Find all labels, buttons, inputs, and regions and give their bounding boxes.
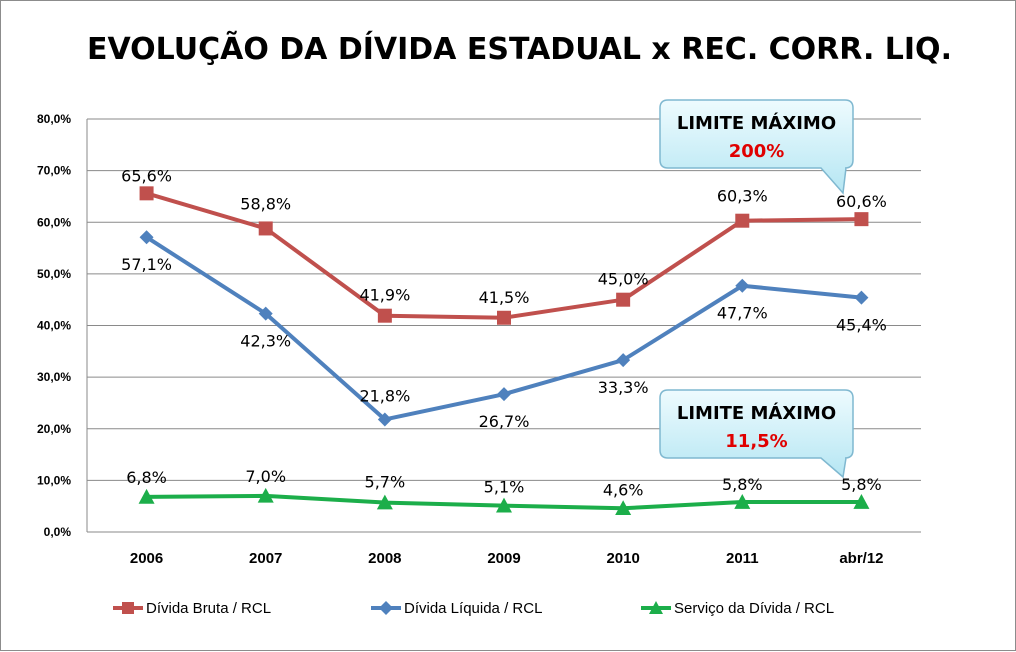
data-label: 65,6% bbox=[121, 166, 172, 185]
y-tick-label: 50,0% bbox=[37, 267, 71, 281]
data-label: 41,9% bbox=[359, 286, 410, 305]
data-point-marker bbox=[854, 290, 869, 305]
callouts: LIMITE MÁXIMO 200% LIMITE MÁXIMO 11,5% bbox=[659, 99, 854, 479]
data-point-marker bbox=[853, 494, 870, 509]
x-axis-ticks: 2006 2007 2008 2009 2010 2011 abr/12 bbox=[130, 550, 884, 567]
data-point-marker bbox=[616, 353, 631, 368]
data-point-marker bbox=[497, 387, 511, 402]
legend-label: Dívida Líquida / RCL bbox=[404, 600, 542, 617]
y-axis-ticks: 0,0% 10,0% 20,0% 30,0% 40,0% 50,0% 60,0% 70,0% 8… bbox=[37, 112, 71, 539]
chart-title: EVOLUÇÃO DA DÍVIDA ESTADUAL x REC. CORR.… bbox=[87, 30, 952, 67]
data-point-marker bbox=[376, 494, 393, 510]
data-point-marker bbox=[139, 186, 154, 201]
x-tick-label: 2011 bbox=[726, 550, 759, 567]
series-3 bbox=[138, 487, 870, 516]
data-label: 5,8% bbox=[841, 475, 882, 494]
callout-title: LIMITE MÁXIMO bbox=[677, 402, 836, 424]
data-label: 33,3% bbox=[598, 378, 649, 397]
data-label: 4,6% bbox=[603, 480, 644, 499]
callout-bubble bbox=[659, 389, 854, 479]
data-point-marker bbox=[139, 230, 154, 245]
data-point-marker bbox=[122, 602, 134, 614]
legend-label: Serviço da Dívida / RCL bbox=[674, 600, 834, 617]
limit-callout: LIMITE MÁXIMO 200% bbox=[659, 99, 854, 195]
legend: Dívida Bruta / RCL Dívida Líquida / RCL Se… bbox=[113, 600, 834, 617]
y-tick-label: 60,0% bbox=[37, 215, 71, 229]
y-tick-label: 10,0% bbox=[37, 473, 71, 487]
x-tick-label: 2010 bbox=[606, 550, 639, 567]
limit-callout: LIMITE MÁXIMO 11,5% bbox=[659, 389, 854, 479]
data-label: 21,8% bbox=[359, 386, 410, 405]
y-tick-label: 80,0% bbox=[37, 112, 71, 126]
callout-value: 200% bbox=[729, 141, 785, 162]
series bbox=[138, 186, 870, 516]
data-label: 60,6% bbox=[836, 192, 887, 211]
callout-value: 11,5% bbox=[725, 431, 787, 452]
legend-label: Dívida Bruta / RCL bbox=[146, 600, 271, 617]
data-label: 7,0% bbox=[245, 467, 286, 486]
data-point-marker bbox=[377, 308, 392, 323]
y-tick-label: 0,0% bbox=[44, 525, 72, 539]
legend-item: Dívida Líquida / RCL bbox=[371, 600, 542, 617]
x-tick-label: 2007 bbox=[249, 550, 282, 567]
data-point-marker bbox=[258, 306, 273, 321]
legend-item: Serviço da Dívida / RCL bbox=[641, 600, 834, 617]
data-point-marker bbox=[496, 497, 512, 513]
y-tick-label: 20,0% bbox=[37, 422, 71, 436]
data-point-marker bbox=[615, 500, 632, 516]
data-point-marker bbox=[616, 292, 631, 307]
data-label: 26,7% bbox=[479, 412, 530, 431]
data-point-marker bbox=[649, 601, 663, 614]
gridlines bbox=[86, 118, 921, 533]
data-point-marker bbox=[377, 412, 392, 427]
data-label: 41,5% bbox=[479, 288, 530, 307]
x-tick-label: 2008 bbox=[368, 550, 401, 567]
y-tick-label: 40,0% bbox=[37, 319, 71, 333]
data-point-marker bbox=[734, 494, 751, 509]
data-label: 45,0% bbox=[598, 270, 649, 289]
data-point-marker bbox=[138, 488, 155, 504]
data-label: 45,4% bbox=[836, 316, 887, 335]
data-labels: 65,6% 58,8% 41,9% 41,5% 45,0% 60,3% 60,6% 57,1%… bbox=[121, 166, 887, 499]
data-point-marker bbox=[258, 221, 273, 236]
y-tick-label: 70,0% bbox=[37, 164, 71, 178]
callout-title: LIMITE MÁXIMO bbox=[677, 112, 836, 134]
data-label: 5,1% bbox=[484, 478, 525, 497]
data-label: 57,1% bbox=[121, 255, 172, 274]
data-point-marker bbox=[497, 310, 511, 325]
data-point-marker bbox=[735, 278, 750, 293]
data-point-marker bbox=[854, 212, 869, 227]
data-label: 6,8% bbox=[126, 468, 167, 487]
x-tick-label: 2009 bbox=[487, 550, 520, 567]
legend-item: Dívida Bruta / RCL bbox=[113, 600, 271, 617]
series-1 bbox=[139, 186, 869, 325]
x-tick-label: abr/12 bbox=[839, 550, 883, 567]
data-label: 58,8% bbox=[240, 194, 291, 213]
data-label: 5,8% bbox=[722, 475, 763, 494]
x-tick-label: 2006 bbox=[130, 550, 163, 567]
series-2 bbox=[139, 230, 869, 427]
data-label: 60,3% bbox=[717, 187, 768, 206]
y-tick-label: 30,0% bbox=[37, 370, 71, 384]
data-label: 5,7% bbox=[365, 473, 406, 492]
data-point-marker bbox=[379, 601, 393, 615]
callout-bubble bbox=[659, 99, 854, 195]
data-point-marker bbox=[735, 213, 750, 228]
data-point-marker bbox=[257, 487, 274, 503]
data-label: 42,3% bbox=[240, 332, 291, 351]
data-label: 47,7% bbox=[717, 304, 768, 323]
